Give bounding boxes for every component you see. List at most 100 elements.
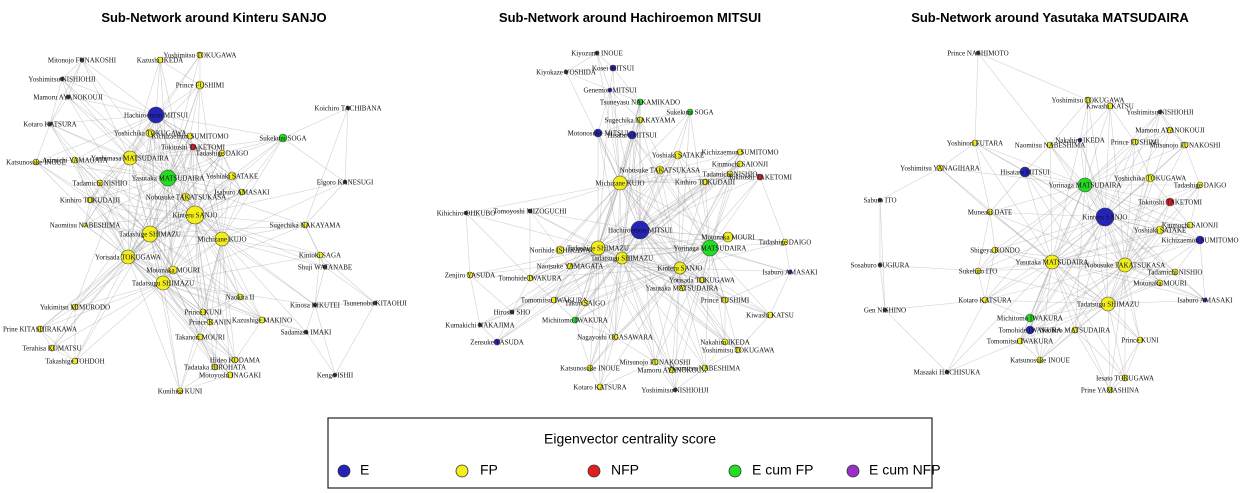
edge <box>989 171 1026 213</box>
edge <box>597 247 601 388</box>
edge <box>221 175 233 240</box>
edge <box>155 114 187 198</box>
node-label: Tadashige SHIMAZU <box>567 245 629 253</box>
edge <box>35 123 51 163</box>
edge <box>282 137 346 183</box>
node <box>141 225 159 243</box>
edge <box>1029 216 1106 331</box>
edge <box>167 137 284 179</box>
edge <box>39 328 76 362</box>
edge <box>1029 264 1126 331</box>
edge <box>704 173 731 183</box>
node-label: Michizane KUJO <box>595 180 644 188</box>
node-label: Eigoro KANESUGI <box>317 179 374 187</box>
edge <box>1029 329 1041 361</box>
edge <box>81 59 131 159</box>
edge <box>172 214 196 271</box>
edge <box>639 229 771 316</box>
edge <box>689 111 711 249</box>
edge <box>51 282 164 349</box>
edge <box>159 54 201 61</box>
edge <box>185 196 223 240</box>
node <box>322 264 328 270</box>
edge <box>559 182 621 251</box>
edge <box>1084 184 1109 305</box>
edge <box>67 96 169 179</box>
edge <box>977 52 1051 146</box>
node <box>596 383 604 391</box>
node-label: Yoshimitsu TOKUGAWA <box>164 52 237 60</box>
node <box>756 173 764 181</box>
edge <box>314 302 376 306</box>
node <box>236 293 244 301</box>
node-label: Katsunosuke INOUE <box>6 159 66 167</box>
edge <box>155 114 243 193</box>
edge <box>884 299 986 311</box>
node <box>609 64 617 72</box>
edge <box>614 257 623 338</box>
node-label: Gen NISHINO <box>864 307 906 315</box>
node-label: Kinteru SANJO <box>1083 214 1128 222</box>
edge <box>584 229 641 304</box>
node-label: Tadatsugu SHIMAZU <box>132 280 194 288</box>
edge <box>621 257 706 369</box>
edge <box>199 238 223 338</box>
edge <box>1159 224 1191 231</box>
edge <box>559 229 641 251</box>
edge <box>1124 224 1191 266</box>
edge <box>584 247 711 304</box>
edge <box>129 157 151 235</box>
node <box>766 311 774 319</box>
edge <box>1124 339 1141 379</box>
node <box>736 160 744 168</box>
edge <box>194 214 216 368</box>
node <box>1171 268 1179 276</box>
edge <box>654 267 681 363</box>
edge <box>597 132 633 136</box>
edge <box>677 111 691 156</box>
edge <box>584 267 681 304</box>
edge <box>1149 177 1171 203</box>
edge <box>89 199 164 284</box>
edge <box>1074 329 1126 379</box>
edge <box>639 163 741 231</box>
edge <box>89 199 151 235</box>
edge <box>529 210 561 251</box>
edge <box>194 214 211 323</box>
edge <box>709 247 726 343</box>
edge <box>129 114 157 159</box>
edge <box>344 107 349 183</box>
edge <box>221 181 346 240</box>
node <box>155 275 171 291</box>
edge <box>129 157 223 240</box>
edge <box>1019 216 1106 342</box>
edge <box>129 157 243 193</box>
edge <box>619 111 691 184</box>
node <box>1131 138 1139 146</box>
edge <box>199 336 231 376</box>
edge <box>974 142 1026 173</box>
node-label: Kosei MITSUI <box>592 65 635 73</box>
edge <box>701 236 729 281</box>
edge <box>74 214 196 308</box>
edge <box>234 319 263 361</box>
edge <box>74 159 169 179</box>
edge <box>1074 329 1111 391</box>
edge <box>639 229 683 289</box>
node-label: Zenjiro YASUDA <box>445 272 496 280</box>
node <box>721 296 729 304</box>
edge <box>149 233 241 298</box>
edge <box>1029 261 1053 319</box>
edge <box>1107 282 1161 305</box>
edge <box>1024 171 1053 263</box>
edge <box>1109 105 1136 143</box>
edge <box>609 89 641 231</box>
node-label: Kazushige MAKINO <box>232 317 292 325</box>
edge <box>194 214 241 298</box>
legend-label: NFP <box>611 462 639 478</box>
edge <box>74 159 196 216</box>
edge <box>1039 264 1126 361</box>
legend-swatch <box>337 464 351 478</box>
edge <box>529 267 681 279</box>
